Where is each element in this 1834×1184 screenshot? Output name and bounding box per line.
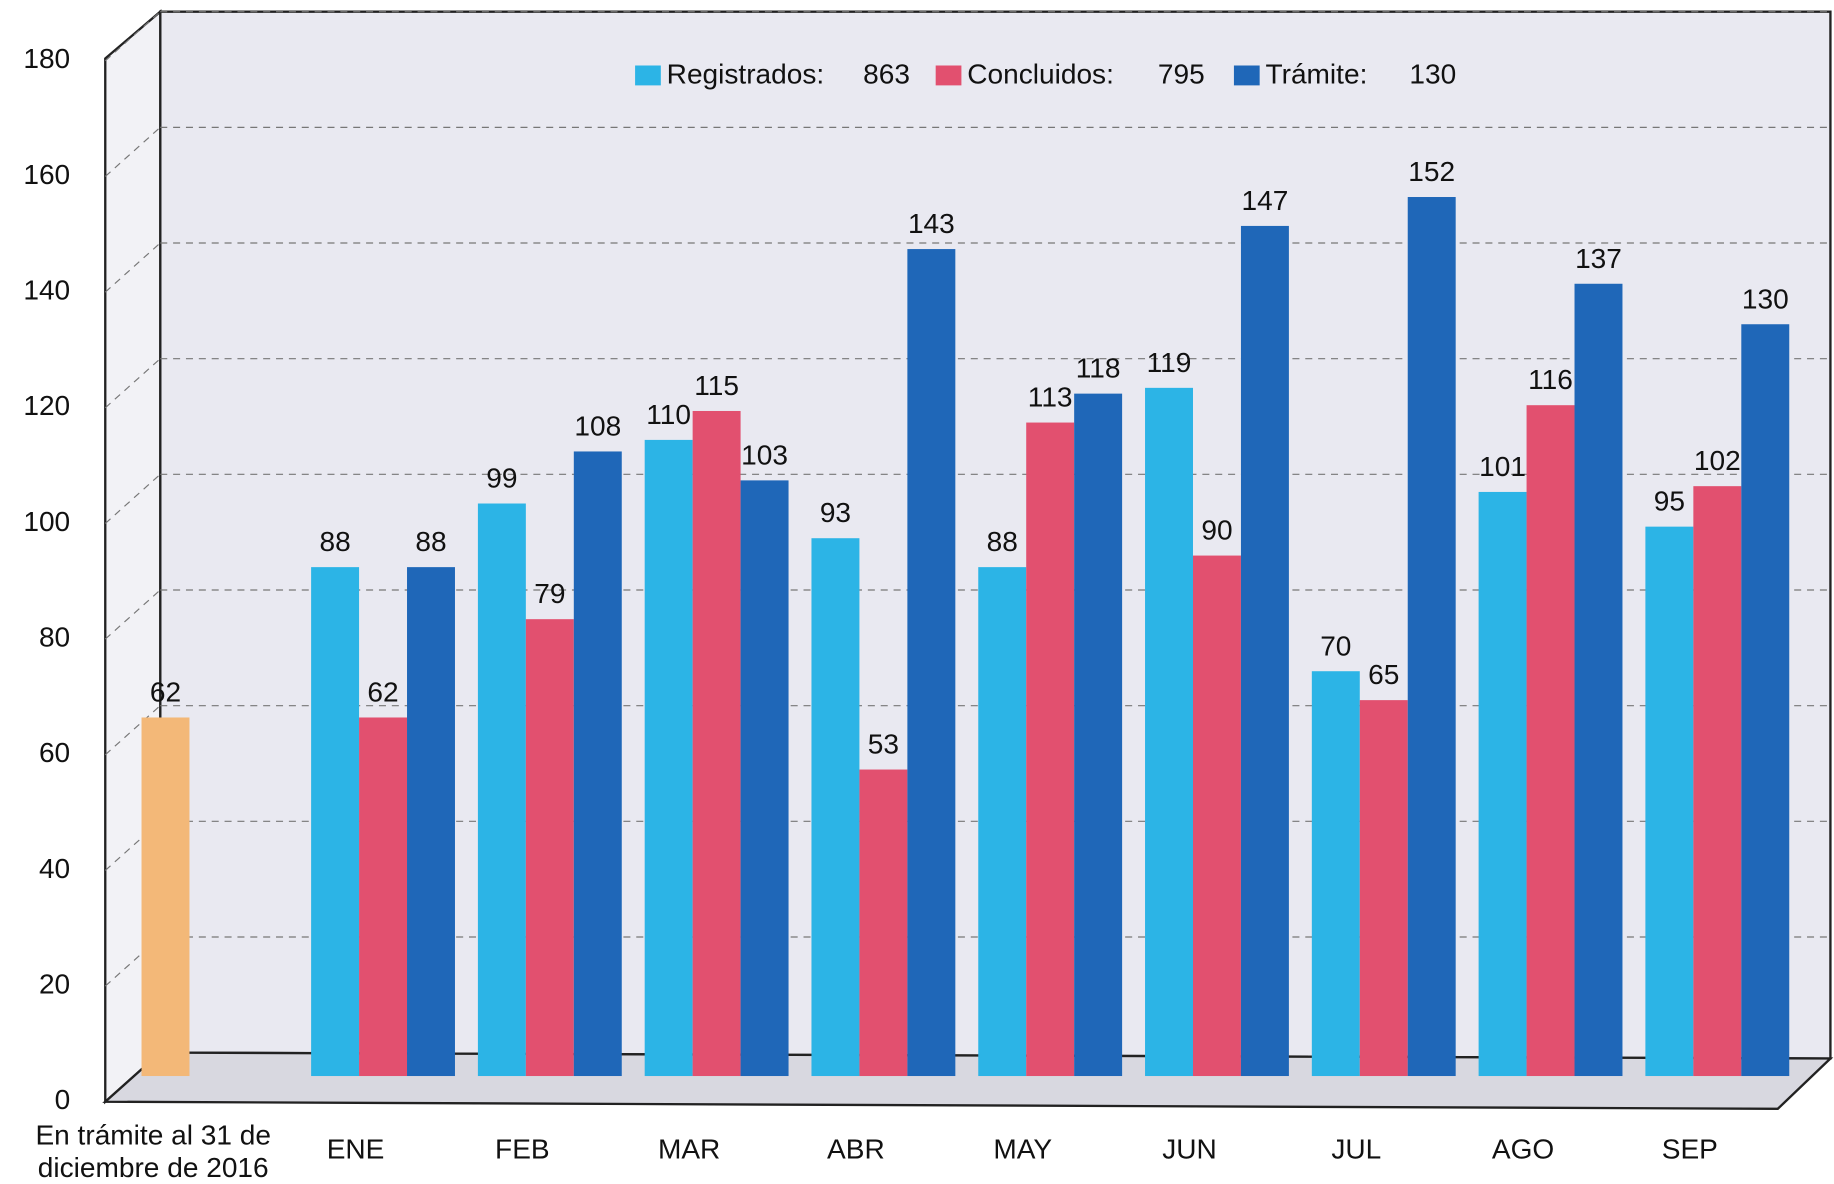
bar	[1574, 283, 1623, 1077]
x-tick-label: JUN	[1162, 1133, 1217, 1164]
bar	[477, 503, 526, 1077]
legend-swatch	[635, 65, 661, 86]
value-label: 88	[415, 526, 446, 557]
y-tick-label: 40	[39, 853, 70, 884]
value-label: 116	[1528, 364, 1573, 395]
bar	[1026, 422, 1075, 1077]
bar	[907, 249, 956, 1077]
bar	[811, 538, 860, 1077]
bar	[1645, 526, 1694, 1077]
value-label: 113	[1028, 382, 1073, 413]
x-tick-label: JUL	[1331, 1133, 1381, 1164]
value-label: 143	[908, 208, 955, 239]
y-tick-label: 80	[39, 622, 70, 653]
value-label: 79	[534, 578, 565, 609]
value-label: 108	[574, 410, 621, 441]
legend-swatch	[1233, 65, 1260, 86]
bar	[1311, 671, 1360, 1077]
value-label: 99	[486, 463, 517, 494]
value-label: 147	[1242, 185, 1289, 216]
plot: 0 20 40 60 80 100 120 140 160 180 62 En trámite al …	[23, 9, 1834, 1183]
bar	[1074, 393, 1123, 1077]
value-label: 118	[1076, 353, 1121, 384]
legend-total: 863	[863, 58, 910, 89]
value-label: 65	[1368, 659, 1399, 690]
y-tick-label: 120	[23, 390, 70, 421]
x-tick-label: diciembre de 2016	[38, 1152, 269, 1183]
y-tick-label: 60	[39, 737, 70, 768]
value-label: 62	[150, 677, 181, 708]
bar	[1407, 197, 1456, 1077]
value-label: 115	[694, 370, 739, 401]
value-label: 103	[741, 439, 788, 470]
bar	[359, 717, 408, 1077]
value-label: 70	[1320, 630, 1351, 661]
y-tick-label: 0	[55, 1084, 71, 1115]
value-label: 90	[1201, 515, 1232, 546]
y-tick-label: 140	[23, 275, 70, 306]
bar	[644, 439, 693, 1077]
bar	[573, 451, 622, 1077]
value-label: 102	[1694, 445, 1741, 476]
bar	[141, 717, 190, 1077]
x-tick-label: FEB	[495, 1133, 550, 1164]
bar	[1526, 405, 1575, 1077]
bar	[525, 619, 574, 1077]
bar	[1145, 387, 1193, 1077]
value-label: 62	[367, 677, 398, 708]
x-tick-label: AGO	[1492, 1133, 1554, 1164]
y-tick-label: 100	[23, 506, 70, 537]
bar	[692, 410, 741, 1077]
value-label: 93	[820, 497, 851, 528]
value-label: 88	[319, 526, 350, 557]
bar	[1359, 700, 1408, 1077]
bar	[740, 480, 789, 1077]
legend-label: Trámite:	[1266, 58, 1368, 89]
value-label: 101	[1479, 451, 1526, 482]
y-tick-label: 20	[39, 969, 70, 1000]
value-label: 95	[1654, 486, 1685, 517]
y-tick-label: 180	[23, 43, 70, 74]
bar	[978, 567, 1027, 1077]
bar	[407, 567, 455, 1077]
x-tick-label: MAR	[658, 1133, 720, 1164]
value-label: 119	[1147, 347, 1192, 378]
bar	[311, 567, 360, 1077]
x-tick-label: SEP	[1662, 1133, 1718, 1164]
bar	[859, 769, 908, 1077]
value-label: 53	[868, 729, 899, 760]
x-tick-label: En trámite al 31 de	[35, 1119, 271, 1150]
bar	[1693, 486, 1742, 1077]
bar	[1741, 324, 1790, 1077]
y-tick-label: 160	[23, 159, 70, 190]
bar	[1240, 225, 1289, 1077]
legend-label: Concluidos:	[967, 58, 1114, 89]
legend-swatch	[935, 65, 962, 86]
value-label: 110	[646, 399, 691, 430]
legend-label: Registrados:	[667, 58, 825, 89]
legend-total: 795	[1158, 58, 1205, 89]
bar	[1192, 555, 1241, 1077]
bar	[1478, 491, 1527, 1077]
value-label: 130	[1742, 283, 1789, 314]
value-label: 152	[1408, 156, 1455, 187]
value-label: 137	[1575, 243, 1622, 274]
value-label: 88	[987, 526, 1018, 557]
x-tick-label: MAY	[993, 1133, 1052, 1164]
x-tick-label: ABR	[827, 1133, 885, 1164]
legend-total: 130	[1409, 58, 1456, 89]
x-tick-label: ENE	[327, 1133, 385, 1164]
